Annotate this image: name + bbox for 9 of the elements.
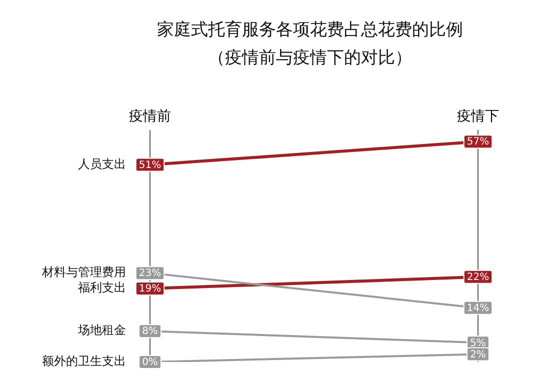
series-label: 材料与管理费用: [41, 265, 126, 280]
chart-subtitle: （疫情前与疫情下的对比）: [207, 47, 413, 70]
x-tick-label: 疫情前: [129, 108, 171, 125]
series-label: 人员支出: [78, 156, 126, 171]
chart-title: 家庭式托育服务各项花费占总花费的比例: [156, 19, 464, 42]
series-label: 场地租金: [77, 323, 126, 338]
series-label: 额外的卫生支出: [42, 354, 126, 368]
x-tick-label: 疫情下: [457, 108, 499, 125]
series-label: 福利支出: [78, 280, 126, 295]
